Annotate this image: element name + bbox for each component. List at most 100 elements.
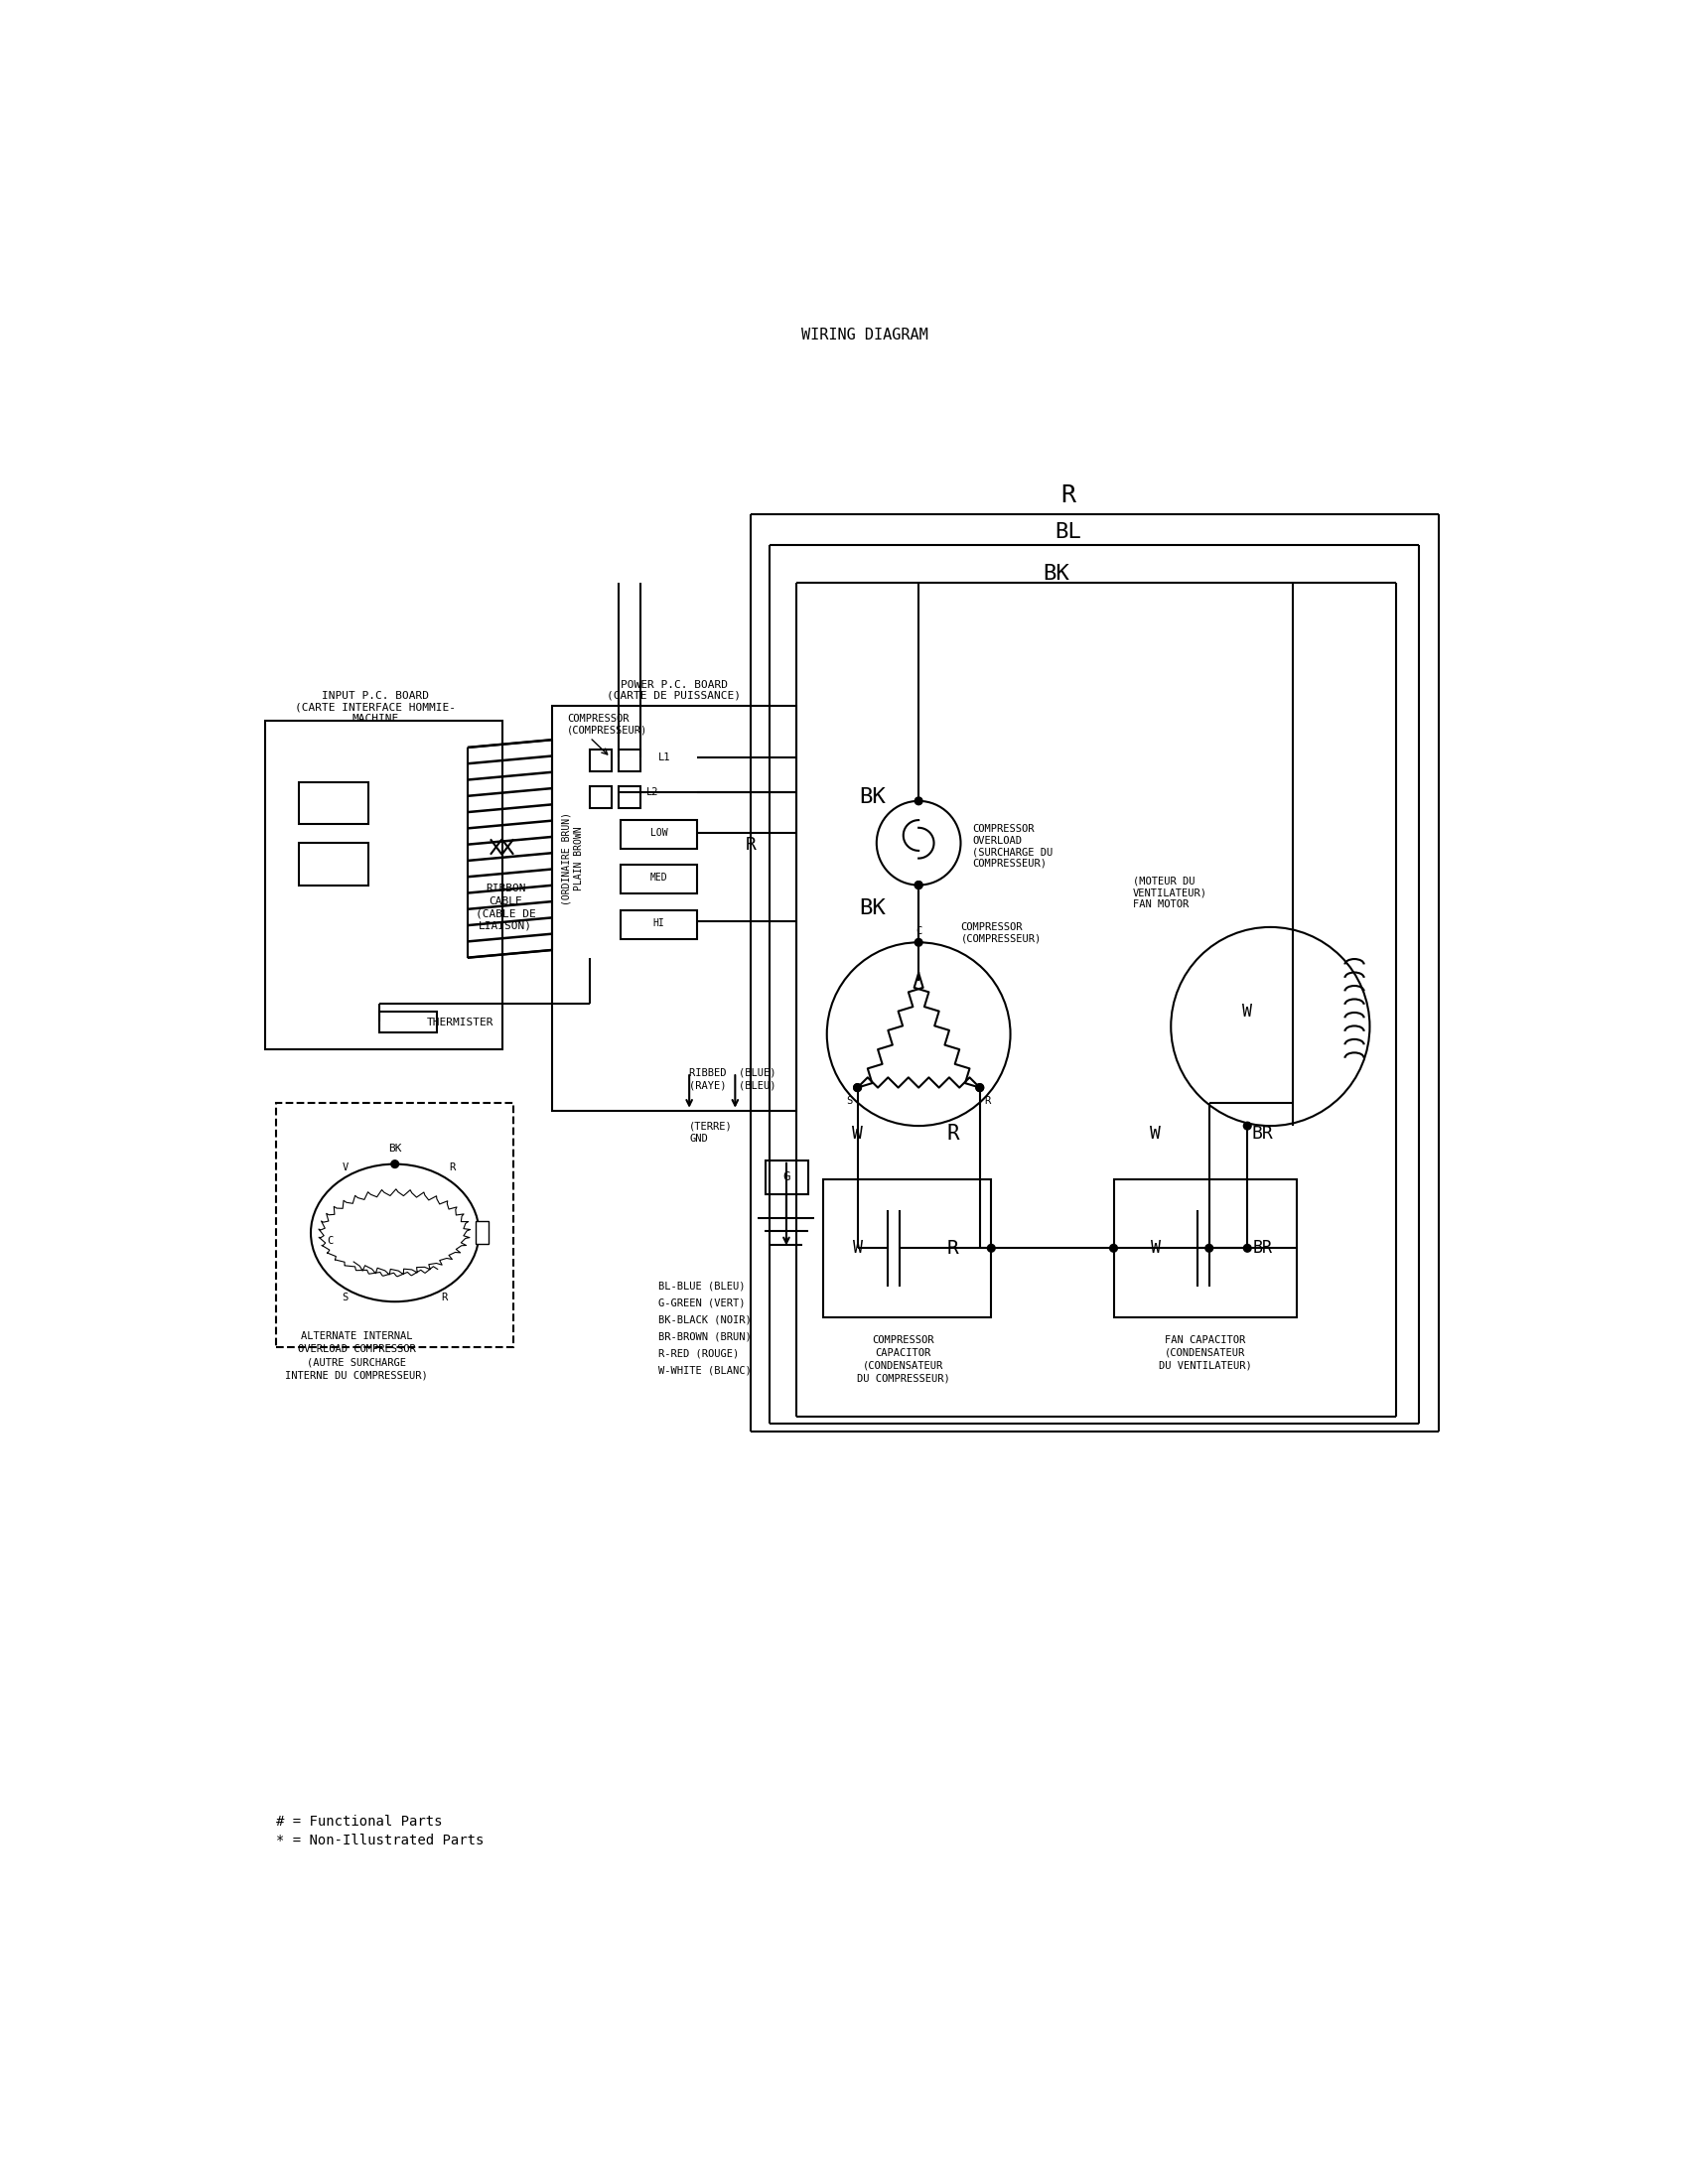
Bar	[621, 819, 697, 850]
Circle shape	[1244, 1245, 1251, 1251]
Bar	[824, 1179, 991, 1317]
Text: R: R	[442, 1293, 447, 1304]
Circle shape	[915, 880, 922, 889]
Circle shape	[854, 1083, 861, 1092]
Text: VENTILATEUR): VENTILATEUR)	[1133, 887, 1207, 898]
Text: S: S	[343, 1293, 348, 1304]
Circle shape	[854, 1083, 861, 1092]
Text: HI: HI	[653, 917, 665, 928]
Text: POWER P.C. BOARD: POWER P.C. BOARD	[621, 679, 728, 690]
Text: INPUT P.C. BOARD: INPUT P.C. BOARD	[322, 690, 429, 701]
Text: LOW: LOW	[650, 828, 667, 839]
Text: CAPACITOR: CAPACITOR	[876, 1348, 932, 1358]
Text: R: R	[1060, 483, 1075, 507]
Text: MACHINE: MACHINE	[353, 714, 400, 723]
Circle shape	[987, 1245, 994, 1251]
Text: G-GREEN (VERT): G-GREEN (VERT)	[658, 1297, 746, 1308]
Text: W: W	[1151, 1238, 1161, 1258]
Text: CABLE: CABLE	[490, 895, 523, 906]
Bar	[380, 1011, 437, 1033]
Text: RIBBON: RIBBON	[486, 885, 527, 893]
Text: (MOTEUR DU: (MOTEUR DU	[1133, 876, 1195, 887]
Bar	[552, 705, 797, 1109]
Text: (CABLE DE: (CABLE DE	[476, 909, 535, 917]
Text: (SURCHARGE DU: (SURCHARGE DU	[972, 847, 1053, 856]
Circle shape	[1171, 926, 1369, 1127]
Text: W-WHITE (BLANC): W-WHITE (BLANC)	[658, 1365, 751, 1376]
Bar	[621, 911, 697, 939]
Bar	[619, 786, 640, 808]
Text: BK: BK	[1043, 563, 1070, 583]
Circle shape	[392, 1160, 398, 1168]
Text: (COMPRESSEUR): (COMPRESSEUR)	[960, 933, 1041, 943]
Text: BR: BR	[1252, 1238, 1273, 1258]
Text: DU COMPRESSEUR): DU COMPRESSEUR)	[858, 1374, 950, 1385]
Circle shape	[915, 797, 922, 804]
Text: G: G	[783, 1171, 790, 1184]
Text: BK: BK	[859, 898, 886, 917]
Text: W: W	[852, 1238, 863, 1258]
Text: COMPRESSOR: COMPRESSOR	[972, 823, 1035, 834]
Circle shape	[915, 939, 922, 946]
Text: BK: BK	[388, 1144, 402, 1153]
Circle shape	[876, 802, 960, 885]
Text: BK: BK	[859, 786, 886, 808]
Text: BR-BROWN (BRUN): BR-BROWN (BRUN)	[658, 1332, 751, 1341]
Text: L1: L1	[658, 753, 672, 762]
Text: BL: BL	[1055, 522, 1080, 542]
Text: C: C	[915, 926, 922, 937]
Text: ALTERNATE INTERNAL: ALTERNATE INTERNAL	[300, 1330, 412, 1341]
Bar	[299, 843, 368, 885]
Text: R: R	[947, 1238, 959, 1258]
Text: BL-BLUE (BLEU): BL-BLUE (BLEU)	[658, 1282, 746, 1291]
Text: THERMISTER: THERMISTER	[427, 1018, 493, 1029]
Text: BR: BR	[1252, 1125, 1273, 1142]
Text: (AUTRE SURCHARGE: (AUTRE SURCHARGE	[307, 1356, 407, 1367]
Text: R: R	[947, 1123, 959, 1144]
Circle shape	[915, 880, 922, 889]
Text: FAN MOTOR: FAN MOTOR	[1133, 900, 1188, 909]
Text: DU VENTILATEUR): DU VENTILATEUR)	[1158, 1361, 1252, 1372]
Text: COMPRESSOR: COMPRESSOR	[567, 714, 630, 725]
Text: OVERLOAD COMPRESSOR: OVERLOAD COMPRESSOR	[297, 1343, 415, 1354]
Text: W: W	[852, 1125, 863, 1142]
Ellipse shape	[311, 1164, 479, 1302]
Text: S: S	[847, 1096, 852, 1107]
Text: (ORDINAIRE BRUN): (ORDINAIRE BRUN)	[560, 812, 571, 904]
Text: C: C	[327, 1236, 333, 1245]
Text: OVERLOAD: OVERLOAD	[972, 836, 1021, 845]
Text: R: R	[449, 1162, 456, 1173]
Text: # = Functional Parts: # = Functional Parts	[277, 1815, 442, 1828]
Bar	[621, 865, 697, 893]
Text: (COMPRESSEUR): (COMPRESSEUR)	[567, 725, 648, 734]
Text: RIBBED  (BLUE): RIBBED (BLUE)	[689, 1068, 776, 1077]
Circle shape	[1244, 1123, 1251, 1129]
Bar	[476, 1221, 490, 1245]
Bar	[589, 749, 611, 771]
Circle shape	[976, 1083, 984, 1092]
Text: INTERNE DU COMPRESSEUR): INTERNE DU COMPRESSEUR)	[285, 1369, 429, 1380]
Text: (CARTE DE PUISSANCE): (CARTE DE PUISSANCE)	[608, 690, 741, 701]
Circle shape	[827, 943, 1011, 1127]
Bar	[766, 1160, 809, 1195]
Text: R: R	[744, 836, 756, 854]
Circle shape	[1109, 1245, 1117, 1251]
Text: * = Non-Illustrated Parts: * = Non-Illustrated Parts	[277, 1835, 484, 1848]
Text: BK-BLACK (NOIR): BK-BLACK (NOIR)	[658, 1315, 751, 1326]
Text: V: V	[343, 1162, 348, 1173]
Circle shape	[1205, 1245, 1214, 1251]
Text: COMPRESSOR: COMPRESSOR	[873, 1334, 935, 1345]
Text: MED: MED	[650, 871, 667, 882]
Text: L2: L2	[647, 786, 658, 797]
Text: FAN CAPACITOR: FAN CAPACITOR	[1165, 1334, 1246, 1345]
Text: COMPRESSOR: COMPRESSOR	[960, 922, 1023, 933]
Bar	[299, 782, 368, 823]
Text: PLAIN BROWN: PLAIN BROWN	[574, 826, 584, 891]
Text: R: R	[984, 1096, 991, 1107]
Text: COMPRESSEUR): COMPRESSEUR)	[972, 858, 1047, 869]
Text: W: W	[1150, 1125, 1161, 1142]
Bar	[277, 1103, 513, 1348]
Circle shape	[976, 1083, 984, 1092]
Bar	[589, 786, 611, 808]
Bar	[265, 721, 501, 1051]
